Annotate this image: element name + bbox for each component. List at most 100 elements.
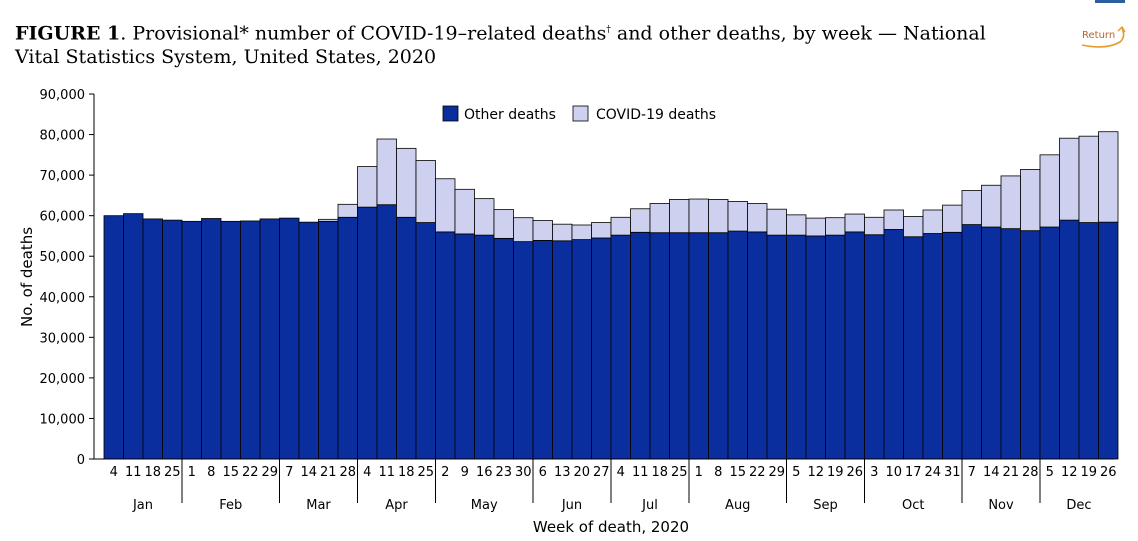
y-tick-label: 80,000 <box>40 129 86 144</box>
bar-covid-deaths <box>981 184 1002 228</box>
bar-covid-deaths <box>532 220 553 241</box>
bar-other-deaths <box>240 220 261 460</box>
y-tick-label: 70,000 <box>40 169 86 184</box>
y-tick-label: 20,000 <box>40 372 86 387</box>
bar-covid-deaths <box>1000 175 1021 230</box>
month-label: Nov <box>988 498 1014 513</box>
x-tick-label: 24 <box>924 465 941 480</box>
bar-other-deaths <box>649 232 670 460</box>
x-tick-label: 19 <box>827 465 844 480</box>
x-tick-label: 28 <box>339 465 356 480</box>
x-tick-label: 25 <box>417 465 434 480</box>
bar-other-deaths <box>337 216 358 460</box>
bar-other-deaths <box>708 232 729 460</box>
bar-covid-deaths <box>1059 137 1080 221</box>
x-tick-label: 12 <box>807 465 824 480</box>
x-tick-label: 29 <box>768 465 785 480</box>
bar-covid-deaths <box>1020 169 1041 232</box>
bar-other-deaths <box>1078 222 1099 460</box>
bar-covid-deaths <box>864 216 885 236</box>
x-tick-label: 21 <box>320 465 337 480</box>
bar-other-deaths <box>259 218 280 460</box>
x-tick-label: 14 <box>300 465 317 480</box>
bar-covid-deaths <box>883 209 904 230</box>
x-tick-label: 15 <box>222 465 239 480</box>
return-button[interactable]: Return <box>1076 24 1130 50</box>
bar-covid-deaths <box>357 166 378 208</box>
x-tick-label: 11 <box>632 465 649 480</box>
bar-other-deaths <box>1098 221 1119 460</box>
x-tick-label: 18 <box>144 465 161 480</box>
x-tick-label: 8 <box>207 465 215 480</box>
figure-label: FIGURE 1 <box>15 22 121 45</box>
x-axis: 4 11 18 25 1 8 15 22 29 7 14 21 28 4 11 18 25 2 9 16 23 30 6 13… <box>94 458 1117 513</box>
bar-other-deaths <box>591 237 612 460</box>
bar-covid-deaths <box>493 209 514 239</box>
month-label: Sep <box>813 498 838 513</box>
bar-other-deaths <box>688 232 709 460</box>
bar-covid-deaths <box>610 216 631 236</box>
bar-other-deaths <box>493 237 514 460</box>
month-label: Apr <box>385 498 408 513</box>
x-tick-label: 6 <box>539 465 547 480</box>
x-tick-label: 22 <box>749 465 766 480</box>
bar-other-deaths <box>981 226 1002 460</box>
y-axis: 0 10,000 20,000 30,000 40,000 50,000 60,000 70,… <box>40 88 95 468</box>
bar-other-deaths <box>142 218 163 460</box>
figure-title-asterisk: * <box>239 22 249 45</box>
y-tick-label: 0 <box>77 453 85 468</box>
bar-covid-deaths <box>454 188 475 235</box>
x-tick-label: 20 <box>573 465 590 480</box>
bar-covid-deaths <box>376 138 397 206</box>
bar-covid-deaths <box>805 217 826 237</box>
x-tick-label: 16 <box>476 465 493 480</box>
bar-covid-deaths <box>337 203 358 218</box>
bar-covid-deaths <box>766 208 787 236</box>
x-tick-label: 19 <box>1080 465 1097 480</box>
bar-covid-deaths <box>1098 131 1119 223</box>
figure-title-text-b: number of COVID-19–related deaths <box>248 22 607 45</box>
x-tick-label: 18 <box>398 465 415 480</box>
x-tick-label: 11 <box>378 465 395 480</box>
bar-other-deaths <box>298 221 319 460</box>
return-label: Return <box>1082 30 1116 41</box>
bar-covid-deaths <box>708 199 729 234</box>
bar-covid-deaths <box>922 209 943 234</box>
bar-covid-deaths <box>825 217 846 236</box>
bar-other-deaths <box>786 234 807 460</box>
bar-covid-deaths <box>415 160 436 223</box>
month-label: Feb <box>219 498 242 513</box>
bar-other-deaths <box>552 240 573 460</box>
bar-covid-deaths <box>591 222 612 239</box>
corner-decoration <box>1095 0 1125 3</box>
bars <box>103 131 1119 460</box>
bar-covid-deaths <box>961 190 982 225</box>
bar-other-deaths <box>1039 226 1060 460</box>
legend-label-other: Other deaths <box>464 107 556 123</box>
bar-covid-deaths <box>630 208 651 233</box>
y-tick-label: 30,000 <box>40 331 86 346</box>
bar-other-deaths <box>1020 230 1041 460</box>
x-tick-label: 4 <box>363 465 371 480</box>
bar-covid-deaths <box>649 203 670 234</box>
x-tick-label: 27 <box>593 465 610 480</box>
x-tick-label: 7 <box>285 465 293 480</box>
bar-other-deaths <box>610 234 631 460</box>
y-tick-label: 60,000 <box>40 210 86 225</box>
month-label: Jun <box>561 498 582 513</box>
bar-other-deaths <box>474 234 495 460</box>
bar-other-deaths <box>162 219 183 460</box>
bar-other-deaths <box>961 224 982 460</box>
x-tick-label: 26 <box>846 465 863 480</box>
bar-covid-deaths <box>552 223 573 242</box>
bar-covid-deaths <box>513 217 534 243</box>
x-tick-label: 22 <box>242 465 259 480</box>
x-tick-label: 25 <box>164 465 181 480</box>
x-tick-label: 5 <box>792 465 800 480</box>
bar-other-deaths <box>942 231 963 460</box>
bar-other-deaths <box>630 231 651 460</box>
bar-other-deaths <box>825 234 846 460</box>
x-tick-label: 9 <box>461 465 469 480</box>
bar-other-deaths <box>376 204 397 460</box>
month-label: Dec <box>1066 498 1091 513</box>
